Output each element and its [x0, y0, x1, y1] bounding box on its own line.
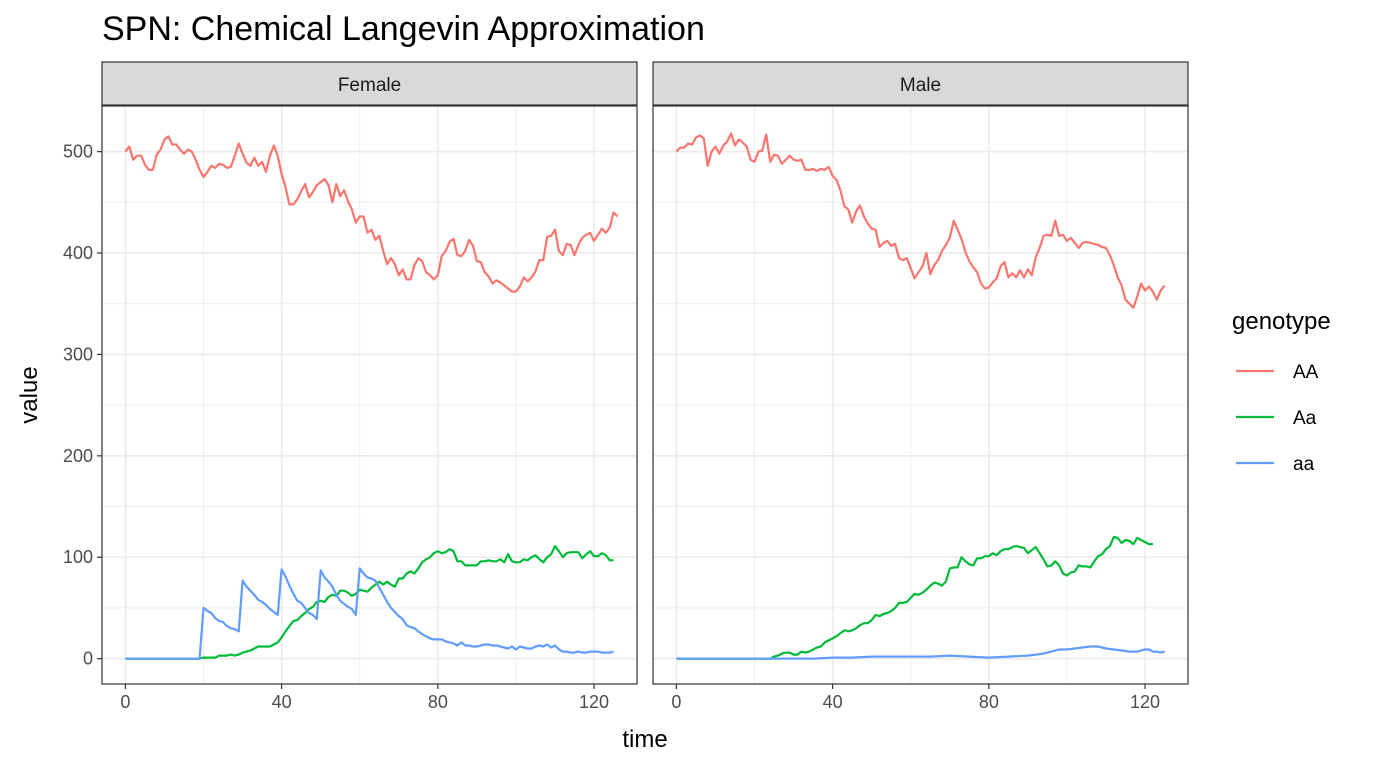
x-tick-label: 80: [979, 692, 999, 712]
series-line-male-aa: [676, 645, 1165, 660]
y-tick-label: 200: [63, 446, 93, 466]
y-tick-label: 0: [83, 649, 93, 669]
panel-border: [652, 105, 1189, 685]
panel-female: Female 0 40 80 120 0 100 200 300 400 500: [63, 61, 638, 712]
x-axis-title: time: [622, 726, 667, 753]
panel-background: [653, 106, 1188, 684]
series-line-female-Aa: [125, 545, 614, 660]
series-line-male-Aa: [676, 535, 1153, 660]
y-tick-label: 500: [63, 142, 93, 162]
y-tick-label: 300: [63, 344, 93, 364]
panel-male: Male 0 40 80 120: [652, 61, 1189, 712]
legend-entries: AA Aa aa: [1236, 362, 1319, 475]
x-tick-label: 40: [272, 692, 292, 712]
legend: genotype AA Aa aa: [1232, 308, 1331, 475]
legend-item-aa: aa: [1236, 454, 1315, 475]
series-line-female-aa: [125, 567, 614, 660]
x-tick-label: 120: [579, 692, 609, 712]
x-tick-label: 0: [671, 692, 681, 712]
strip-label-male: Male: [900, 75, 941, 96]
facet-panels: Female 0 40 80 120 0 100 200 300 400 500 Male 0 40 80 1…: [63, 61, 1189, 712]
x-tick-label: 80: [428, 692, 448, 712]
series-line-male-AA: [675, 132, 1166, 309]
legend-label: AA: [1293, 362, 1319, 383]
x-tick-label: 120: [1130, 692, 1160, 712]
panel-background: [102, 106, 637, 684]
x-tick-label: 0: [120, 692, 130, 712]
y-tick-label: 400: [63, 243, 93, 263]
legend-label: aa: [1293, 454, 1315, 475]
x-tick-label: 40: [823, 692, 843, 712]
strip-male: [652, 61, 1189, 106]
legend-item-Aa: Aa: [1236, 408, 1317, 429]
panel-border: [101, 105, 638, 685]
chart-title: SPN: Chemical Langevin Approximation: [102, 10, 705, 48]
y-tick-label: 100: [63, 547, 93, 567]
legend-title: genotype: [1232, 308, 1331, 335]
strip-female: [101, 61, 638, 106]
series-line-female-AA: [124, 135, 619, 293]
y-axis-title: value: [16, 366, 43, 423]
strip-label-female: Female: [338, 75, 401, 96]
legend-item-AA: AA: [1236, 362, 1319, 383]
legend-label: Aa: [1293, 408, 1317, 429]
